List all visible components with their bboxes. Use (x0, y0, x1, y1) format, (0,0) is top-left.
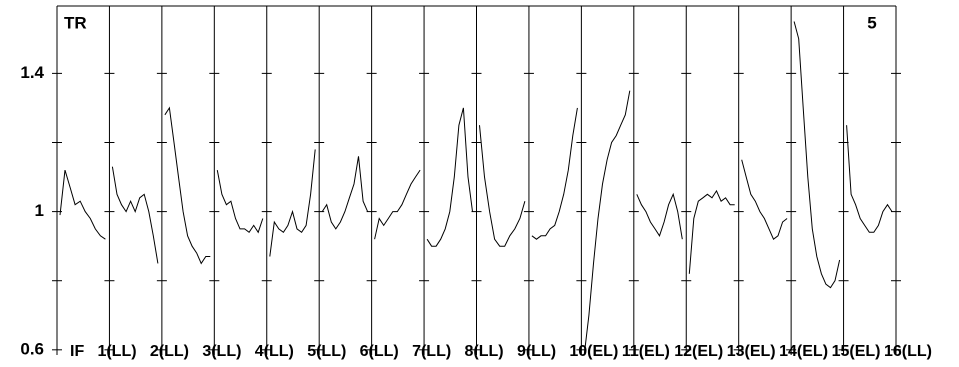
trace-line (479, 125, 526, 247)
trace-line (374, 169, 421, 240)
trace-line (793, 21, 841, 289)
panel-label: 16(LL) (884, 343, 932, 360)
panel-label: 14(EL) (779, 343, 828, 360)
trace-line (164, 106, 211, 265)
panel-label: 11(EL) (622, 343, 670, 360)
panel-label: 4(LL) (255, 343, 294, 360)
panel-label: 15(EL) (832, 343, 881, 360)
trace-line (111, 166, 159, 264)
y-tick-label: 1 (35, 201, 44, 220)
corner-label-right: 5 (867, 13, 876, 32)
trace-line (216, 170, 264, 234)
trace-line (426, 107, 473, 247)
panel-label: 12(EL) (674, 343, 723, 360)
corner-label-left: TR (64, 13, 87, 32)
x-label: IF (70, 343, 84, 360)
panel-label: 5(LL) (307, 343, 346, 360)
trace-line (583, 90, 631, 354)
trace-line (741, 159, 788, 240)
trace-line (269, 149, 316, 257)
panel-label: 7(LL) (412, 343, 451, 360)
panel-label: 13(EL) (727, 343, 776, 360)
panel-label: 9(LL) (517, 343, 556, 360)
y-tick-label: 1.4 (20, 63, 44, 82)
panel-label: 8(LL) (465, 343, 504, 360)
panel-label: 6(LL) (360, 343, 399, 360)
trace-line (531, 107, 578, 240)
y-tick-label: 0.6 (20, 339, 44, 358)
trace-line (688, 189, 735, 274)
panel-label: 2(LL) (150, 343, 189, 360)
trace-line (321, 156, 369, 230)
panel-label: 1(LL) (97, 343, 136, 360)
panel-label: 10(EL) (569, 343, 618, 360)
trace-line (846, 125, 893, 233)
trace-line (59, 169, 106, 240)
panel-label: 3(LL) (202, 343, 241, 360)
trace-line (636, 192, 683, 240)
